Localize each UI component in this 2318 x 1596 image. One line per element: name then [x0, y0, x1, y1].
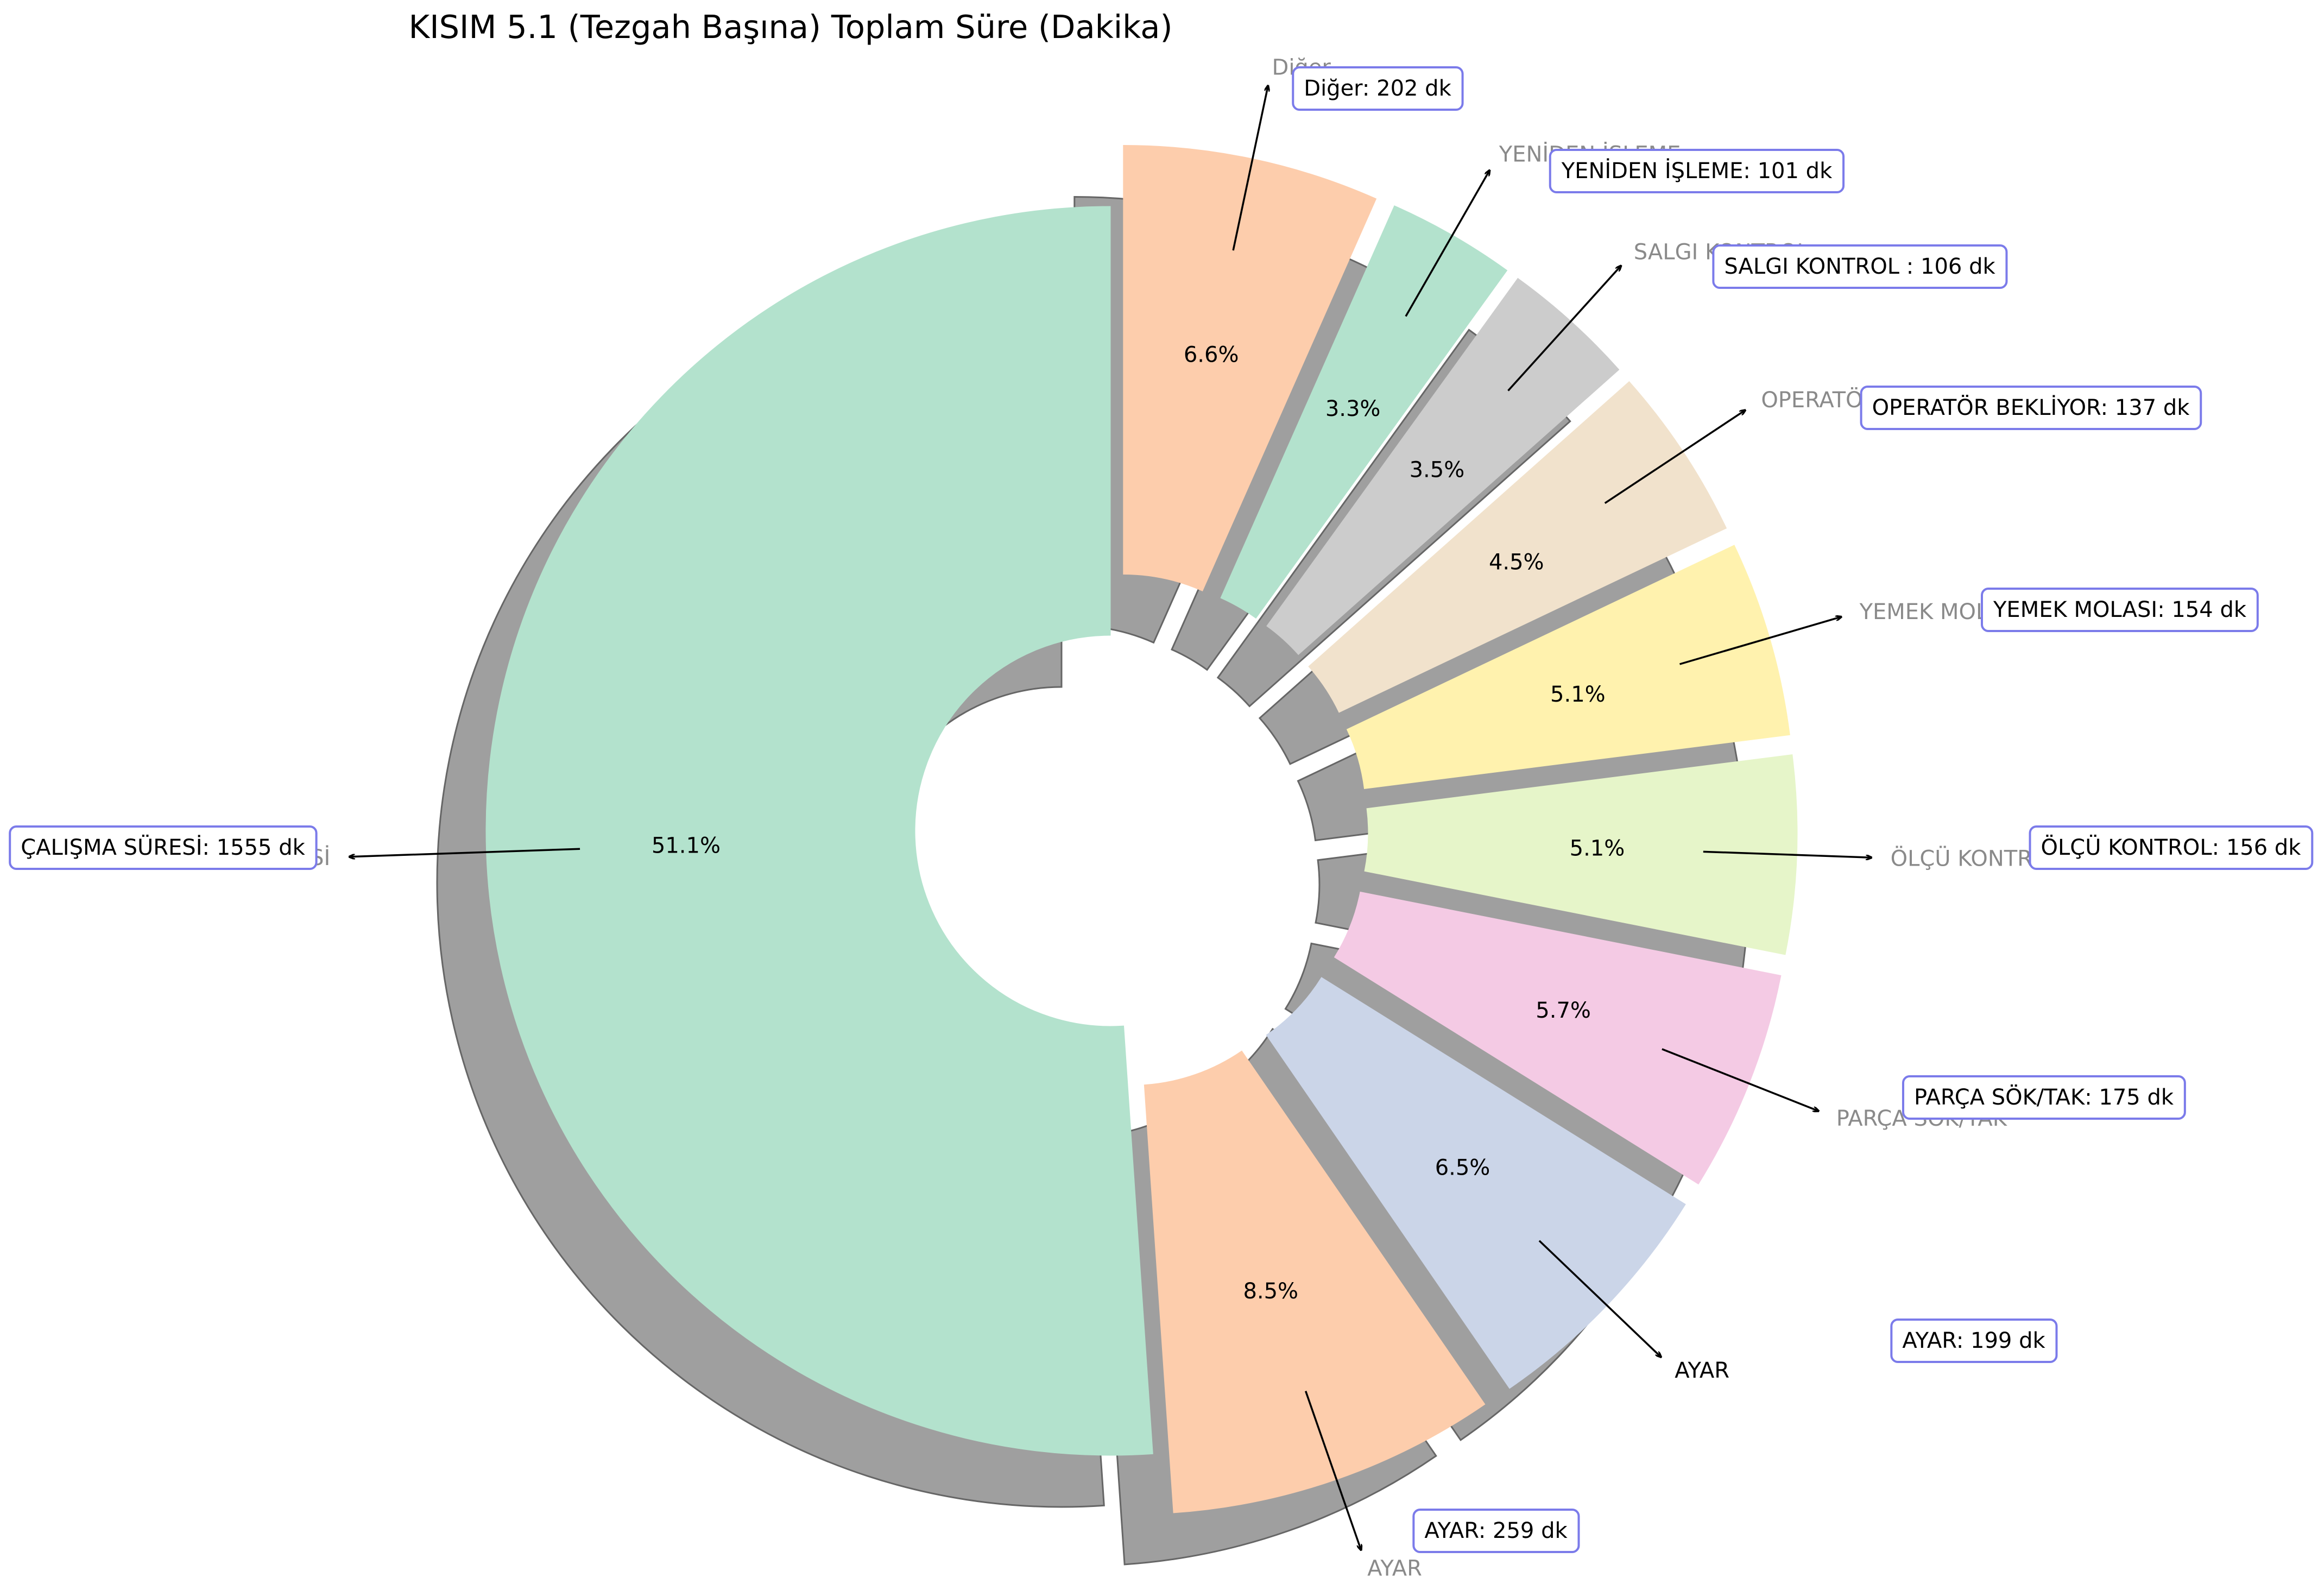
slice-9-annotation-arrow — [1232, 85, 1268, 251]
slice-2-pct-label: 6.5% — [1435, 1156, 1490, 1181]
slice-8-annotation-arrow — [1405, 170, 1490, 317]
annotation-arrows — [349, 85, 1872, 1550]
slice-4-annotation: ÖLÇÜ KONTROL: 156 dk — [2029, 825, 2314, 870]
slice-1-wedge — [1144, 1050, 1486, 1513]
slice-1-annotation: AYAR: 259 dk — [1412, 1509, 1580, 1553]
slices — [485, 144, 1798, 1513]
slice-9-annotation: Diğer: 202 dk — [1292, 66, 1464, 111]
svg-text:OPERATÖR BEKLİYOR: 137 dk: OPERATÖR BEKLİYOR: 137 dk — [1872, 394, 2190, 420]
slice-3-wedge — [1334, 891, 1782, 1185]
slice-4-pct-label: 5.1% — [1570, 836, 1625, 861]
svg-text:PARÇA SÖK/TAK: 175 dk: PARÇA SÖK/TAK: 175 dk — [1914, 1084, 2174, 1110]
slice-7-annotation-arrow — [1507, 266, 1621, 392]
slice-9-wedge — [1123, 144, 1377, 591]
slice-8-wedge — [1220, 205, 1508, 619]
slice-6-annotation-arrow — [1604, 410, 1746, 504]
slice-5-pct-label: 5.1% — [1550, 682, 1606, 707]
percentage-labels: 51.1% 8.5% 6.5% 5.7% 5.1% 5.1% 4.5% 3.5% 3.3% 6.6… — [652, 342, 1625, 1304]
slice-0-pct-label: 51.1% — [652, 834, 721, 859]
svg-text:Diğer: 202 dk: Diğer: 202 dk — [1304, 76, 1451, 101]
slice-0-annotation: ÇALIŞMA SÜRESİ: 1555 dk — [9, 825, 318, 870]
slice-4-annotation-arrow — [1703, 850, 1872, 857]
slice-5-wedge — [1346, 545, 1790, 790]
annotation-boxes: ÇALIŞMA SÜRESİ: 1555 dk AYAR: 259 dk AYAR:… — [9, 66, 2314, 1553]
slice-0-wedge — [485, 206, 1153, 1456]
slice-1-pct-label: 8.5% — [1243, 1279, 1298, 1304]
slice-5-annotation: YEMEK MOLASI: 154 dk — [1981, 588, 2259, 632]
slice-6-wedge — [1308, 381, 1727, 713]
slice-3-pct-label: 5.7% — [1536, 998, 1591, 1023]
slice-8-annotation: YENİDEN İŞLEME: 101 dk — [1549, 149, 1845, 193]
svg-text:YEMEK MOLASI: 154 dk: YEMEK MOLASI: 154 dk — [1993, 597, 2247, 622]
slice-2-annotation: AYAR: 199 dk — [1890, 1319, 2058, 1363]
slice-3-annotation-arrow — [1662, 1048, 1819, 1111]
slice-1-category-label: AYAR — [1367, 1556, 1422, 1581]
slice-6-annotation: OPERATÖR BEKLİYOR: 137 dk — [1860, 386, 2202, 430]
slice-7-pct-label: 3.5% — [1410, 457, 1465, 482]
slice-2-wedge — [1266, 977, 1686, 1389]
slice-5-annotation-arrow — [1679, 617, 1841, 665]
slice-9-pct-label: 6.6% — [1184, 342, 1239, 367]
chart-title: KISIM 5.1 (Tezgah Başına) Toplam Süre (D… — [409, 8, 1173, 46]
slice-6-pct-label: 4.5% — [1489, 550, 1544, 575]
svg-text:AYAR: 259 dk: AYAR: 259 dk — [1424, 1518, 1568, 1543]
slice-3-annotation: PARÇA SÖK/TAK: 175 dk — [1902, 1075, 2186, 1120]
svg-text:YENİDEN İŞLEME: 101 dk: YENİDEN İŞLEME: 101 dk — [1561, 157, 1833, 184]
slice-2-category-label: AYAR — [1675, 1358, 1729, 1383]
svg-text:ÇALIŞMA SÜRESİ: 1555 dk: ÇALIŞMA SÜRESİ: 1555 dk — [21, 834, 305, 860]
slice-7-annotation: SALGI KONTROL : 106 dk — [1712, 244, 2008, 289]
slice-1-annotation-arrow — [1304, 1391, 1361, 1550]
slice-4-wedge — [1364, 754, 1798, 955]
svg-text:AYAR: 199 dk: AYAR: 199 dk — [1902, 1328, 2045, 1353]
slice-0-annotation-arrow — [349, 848, 580, 856]
svg-text:SALGI KONTROL : 106 dk: SALGI KONTROL : 106 dk — [1724, 254, 1995, 279]
slice-2-annotation-arrow — [1538, 1240, 1661, 1358]
slice-8-pct-label: 3.3% — [1325, 396, 1381, 421]
slice-7-wedge — [1266, 277, 1620, 655]
svg-text:ÖLÇÜ KONTROL: 156 dk: ÖLÇÜ KONTROL: 156 dk — [2041, 834, 2302, 860]
